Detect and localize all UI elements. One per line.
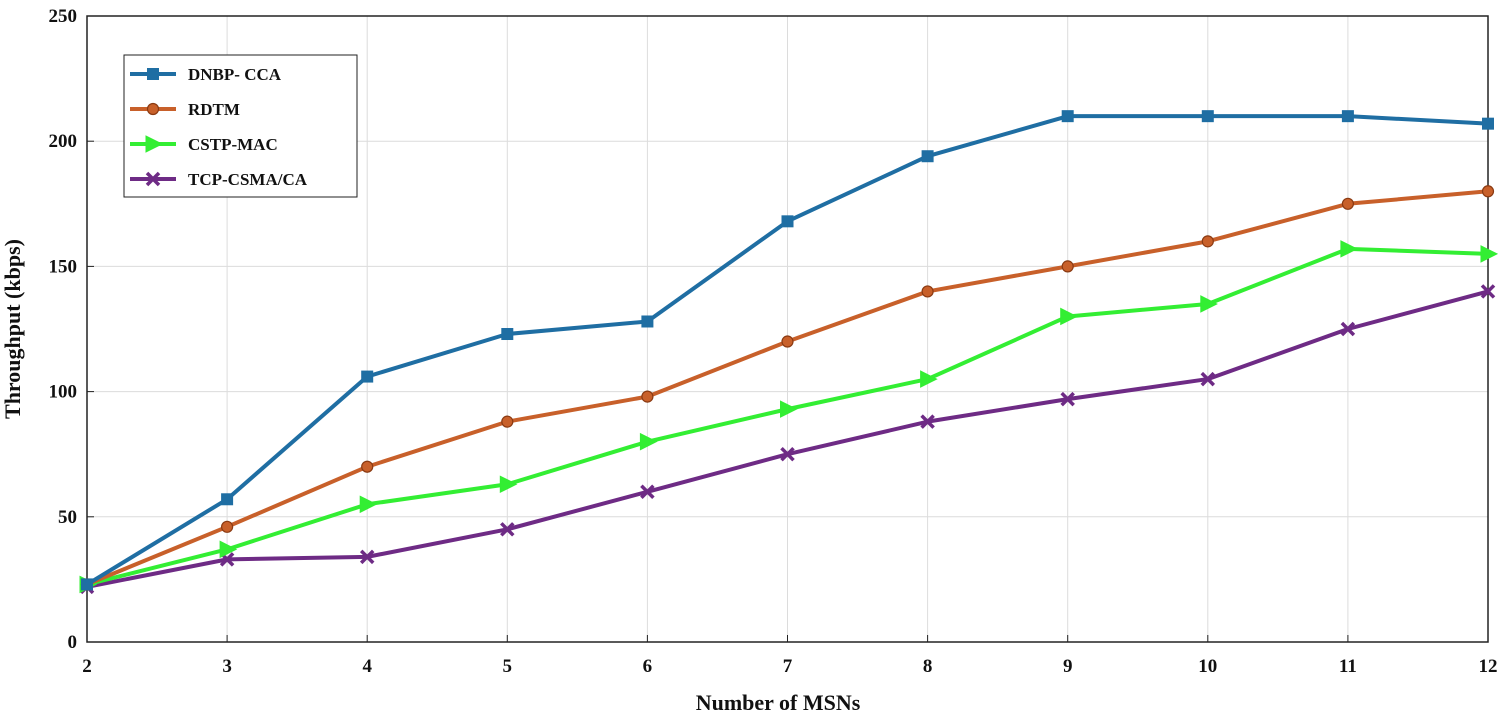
data-point-cstp-mac bbox=[780, 400, 798, 418]
data-point-tcp-csma-ca bbox=[1060, 391, 1075, 407]
x-tick-label: 3 bbox=[222, 656, 232, 677]
data-point-tcp-csma-ca bbox=[1340, 321, 1356, 337]
x-marker-stroke bbox=[1340, 321, 1356, 337]
x-tick-label: 6 bbox=[643, 656, 653, 677]
data-point-cstp-mac bbox=[219, 540, 238, 559]
data-point-cstp-mac bbox=[1060, 307, 1078, 326]
x-tick-label: 9 bbox=[1063, 656, 1073, 677]
x-tick-label: 4 bbox=[362, 656, 372, 677]
data-point-dnbp-cca bbox=[81, 578, 93, 591]
x-tick-label: 11 bbox=[1339, 656, 1357, 677]
x-tick-label: 10 bbox=[1198, 656, 1217, 677]
x-tick-label: 8 bbox=[923, 656, 933, 677]
data-point-tcp-csma-ca bbox=[500, 522, 515, 537]
data-point-tcp-csma-ca bbox=[1480, 284, 1496, 299]
data-point-rdtm bbox=[781, 335, 794, 348]
data-point-tcp-csma-ca bbox=[1200, 371, 1216, 387]
legend-label: DNBP- CCA bbox=[188, 65, 282, 84]
x-marker-stroke bbox=[920, 414, 935, 429]
data-point-rdtm bbox=[1341, 197, 1355, 210]
data-point-rdtm bbox=[1481, 185, 1495, 198]
y-tick-label: 100 bbox=[49, 382, 78, 403]
legend-swatch-marker bbox=[145, 171, 161, 187]
x-marker-stroke bbox=[640, 484, 655, 499]
data-point-cstp-mac bbox=[499, 475, 518, 494]
legend: DNBP- CCA RDTM CSTP-MAC TCP-CSMA/CA bbox=[123, 54, 358, 198]
legend-swatch-marker bbox=[146, 102, 160, 116]
data-point-dnbp-cca bbox=[781, 215, 794, 228]
y-axis-title: Throughput (kbps) bbox=[0, 239, 25, 419]
y-tick-label: 250 bbox=[49, 6, 78, 27]
legend-item-cstp-mac: CSTP-MAC bbox=[130, 135, 278, 154]
data-point-rdtm bbox=[1061, 260, 1074, 273]
legend-item-dnbp-cca: DNBP- CCA bbox=[130, 65, 282, 84]
x-tick-label: 2 bbox=[82, 656, 92, 677]
y-tick-label: 0 bbox=[68, 632, 78, 653]
x-marker-stroke bbox=[1060, 391, 1075, 407]
x-marker-stroke bbox=[219, 552, 235, 567]
y-tick-label: 150 bbox=[49, 256, 78, 277]
data-point-cstp-mac bbox=[1480, 245, 1499, 263]
x-marker-stroke bbox=[359, 549, 375, 565]
data-point-dnbp-cca bbox=[361, 370, 374, 383]
data-series bbox=[79, 110, 1499, 595]
legend-item-rdtm: RDTM bbox=[130, 100, 240, 119]
data-point-rdtm bbox=[221, 520, 234, 533]
y-tick-label: 50 bbox=[58, 507, 77, 528]
legend-swatch-marker bbox=[145, 135, 164, 153]
x-axis-title: Number of MSNs bbox=[696, 690, 861, 715]
data-point-dnbp-cca bbox=[221, 493, 234, 506]
data-point-tcp-csma-ca bbox=[359, 549, 375, 565]
data-point-rdtm bbox=[361, 460, 374, 473]
legend-label: TCP-CSMA/CA bbox=[188, 170, 308, 189]
x-marker-stroke bbox=[500, 522, 515, 537]
data-point-tcp-csma-ca bbox=[920, 414, 935, 429]
x-marker-stroke bbox=[1480, 284, 1496, 299]
x-tick-label: 5 bbox=[503, 656, 513, 677]
x-tick-label: 7 bbox=[783, 656, 793, 677]
legend-swatch-marker bbox=[147, 68, 159, 80]
data-point-dnbp-cca bbox=[501, 328, 514, 341]
data-point-dnbp-cca bbox=[1482, 117, 1494, 130]
x-tick-label: 12 bbox=[1479, 656, 1498, 677]
x-marker-stroke bbox=[780, 446, 795, 462]
series-cstp-mac bbox=[79, 240, 1499, 594]
legend-box bbox=[123, 54, 358, 198]
data-point-dnbp-cca bbox=[921, 150, 934, 163]
data-point-dnbp-cca bbox=[1341, 110, 1354, 123]
grid-lines bbox=[87, 16, 1488, 642]
data-point-dnbp-cca bbox=[1061, 110, 1074, 123]
data-point-cstp-mac bbox=[359, 495, 378, 514]
data-point-dnbp-cca bbox=[641, 315, 654, 328]
legend-label: CSTP-MAC bbox=[188, 135, 278, 154]
data-point-cstp-mac bbox=[1340, 240, 1359, 258]
data-point-cstp-mac bbox=[1200, 295, 1218, 313]
legend-item-tcp-csma-ca: TCP-CSMA/CA bbox=[130, 170, 308, 189]
data-point-cstp-mac bbox=[920, 370, 938, 388]
data-point-rdtm bbox=[921, 285, 934, 298]
data-point-dnbp-cca bbox=[1201, 110, 1214, 123]
data-point-tcp-csma-ca bbox=[640, 484, 655, 499]
data-point-rdtm bbox=[1201, 235, 1214, 248]
data-point-cstp-mac bbox=[639, 432, 658, 451]
data-point-rdtm bbox=[641, 390, 654, 403]
data-point-rdtm bbox=[501, 415, 514, 428]
legend-label: RDTM bbox=[188, 100, 240, 119]
series-dnbp-cca bbox=[81, 110, 1494, 591]
x-marker-stroke bbox=[145, 171, 161, 187]
data-point-tcp-csma-ca bbox=[780, 446, 795, 462]
y-tick-label: 200 bbox=[49, 131, 78, 152]
x-marker-stroke bbox=[1200, 371, 1216, 387]
axis-ticks: 2 3 4 5 6 7 8 9 10 11 12 0 50 100 150 200 250 bbox=[49, 6, 1498, 677]
